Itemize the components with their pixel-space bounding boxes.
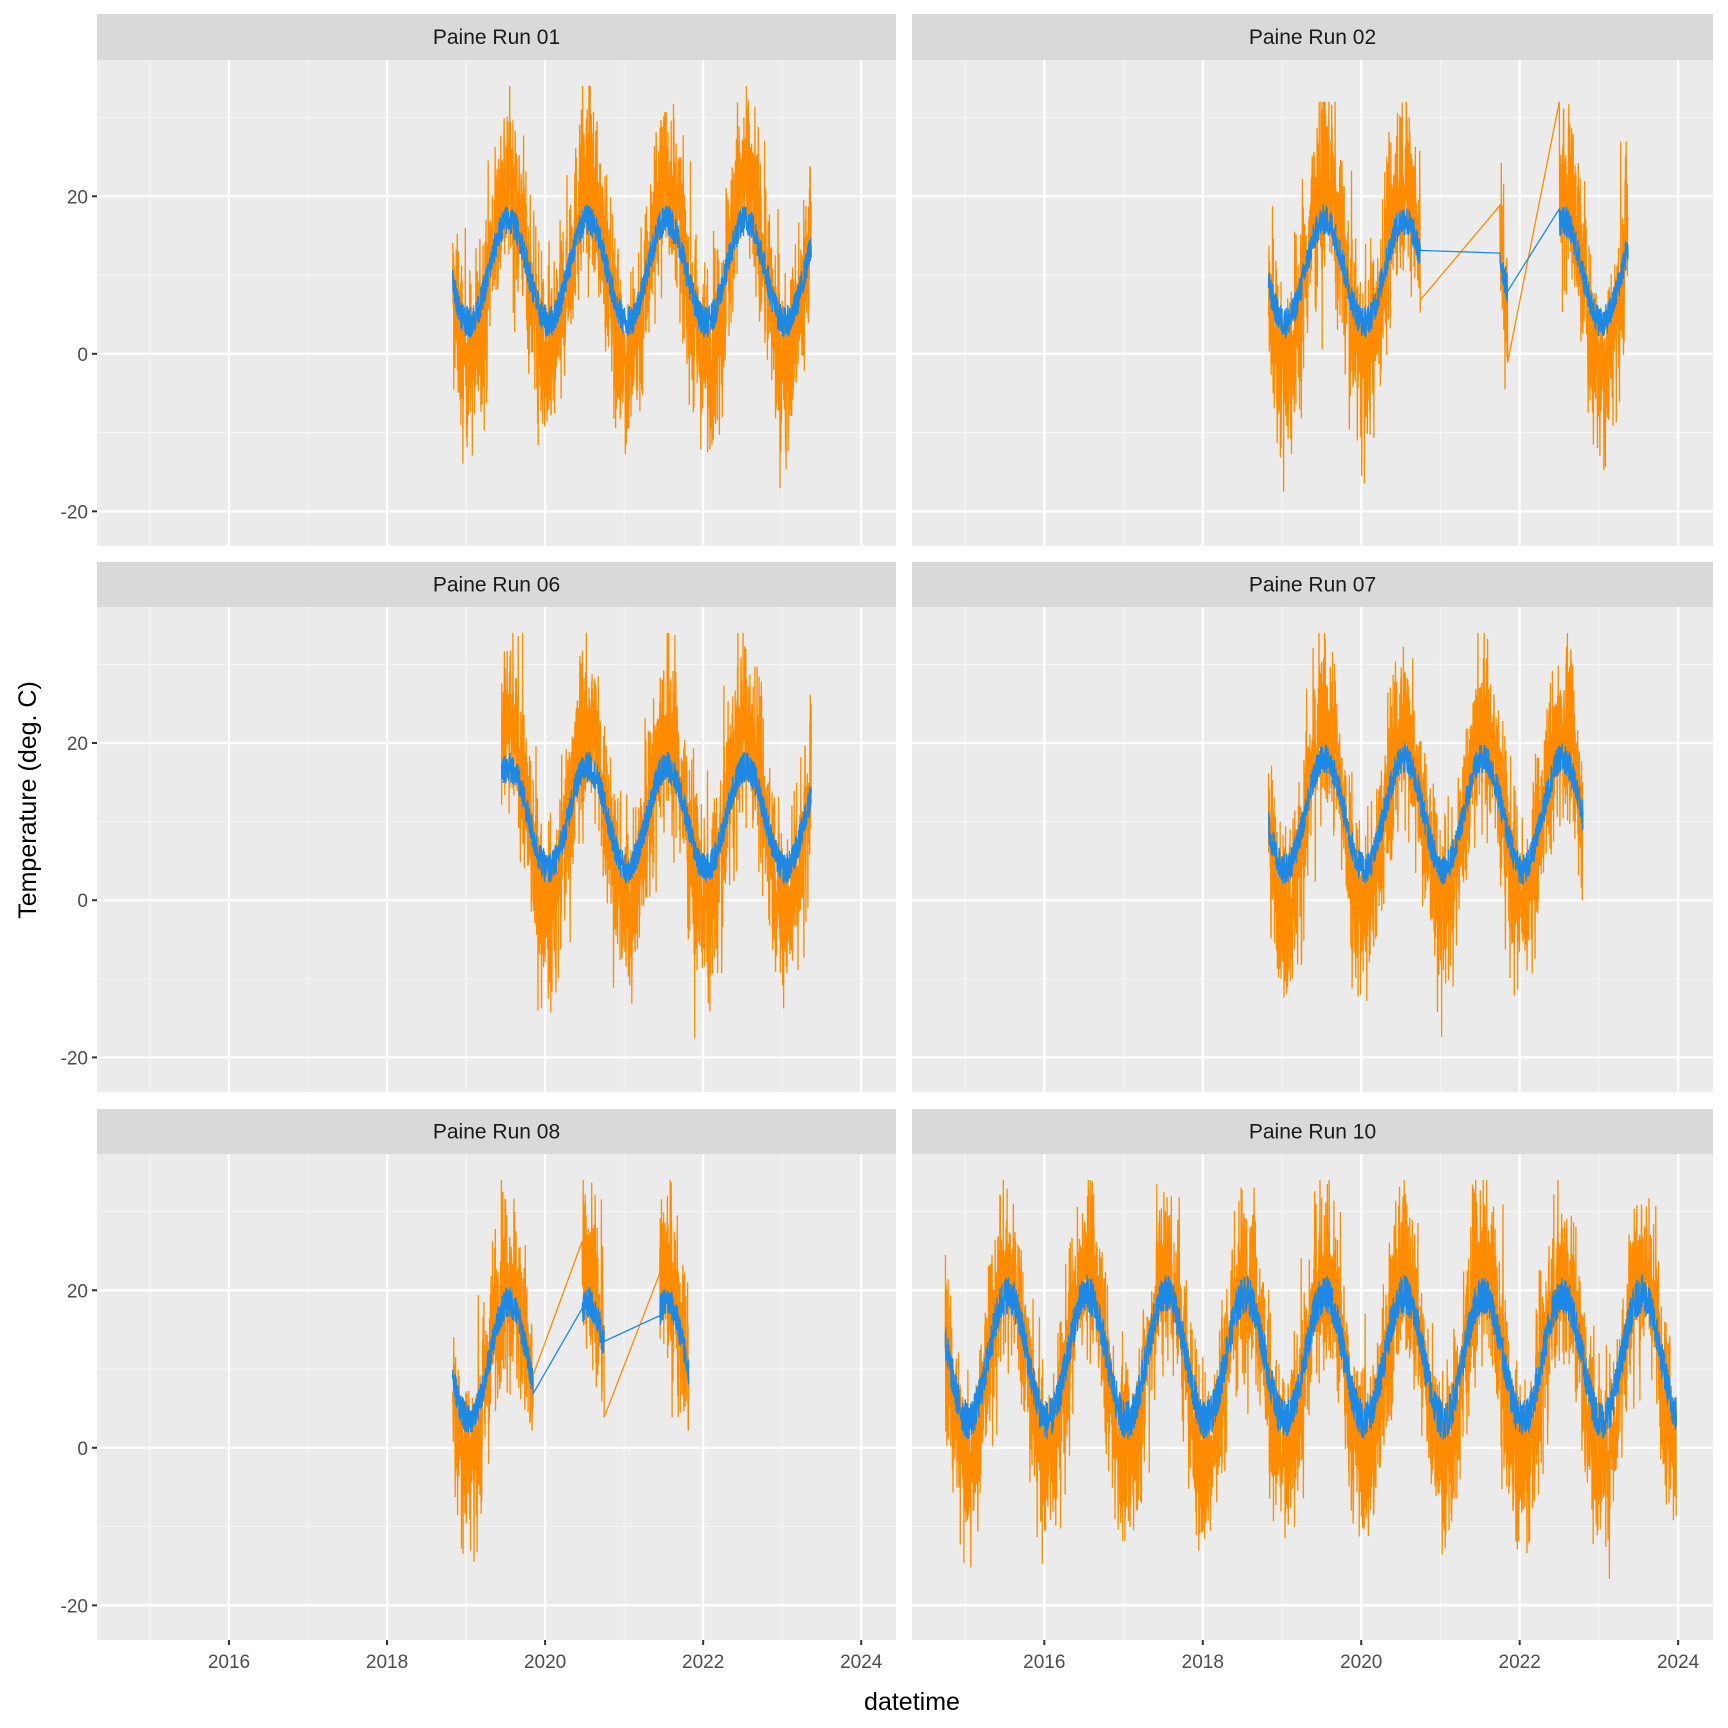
y-tick-label: 0 — [77, 891, 88, 912]
panel-background — [912, 1154, 1713, 1640]
x-tick-label: 2020 — [524, 1652, 566, 1673]
facet-strip-title: Paine Run 01 — [433, 26, 560, 49]
series-line-water-temperature — [944, 1274, 1678, 1440]
facet-strip — [912, 14, 1713, 60]
facet-panel: Paine Run 10 — [912, 1109, 1713, 1640]
facet-panel: Paine Run 06 — [97, 562, 896, 1092]
y-tick-label: 20 — [67, 187, 88, 208]
facet-strip — [97, 562, 896, 607]
series-line-air-temperature — [451, 85, 812, 489]
x-tick-label: 2022 — [682, 1652, 724, 1673]
facet-strip — [97, 14, 896, 60]
series-line-water-temperature — [451, 204, 812, 338]
facet-strip — [97, 1109, 896, 1154]
series-line-water-temperature — [500, 751, 812, 884]
x-tick-label: 2022 — [1499, 1652, 1541, 1673]
y-tick-label: 0 — [77, 345, 88, 366]
facet-strip-title: Paine Run 07 — [1249, 574, 1376, 597]
x-tick-label: 2016 — [1023, 1652, 1065, 1673]
x-tick-label: 2018 — [366, 1652, 408, 1673]
panels-layer: Paine Run 01 Paine Run 02 Paine Run 06 Pain… — [97, 14, 1713, 1640]
series-line-water-temperature — [1267, 743, 1584, 885]
x-axis-title: datetime — [864, 1688, 960, 1716]
x-tick-label: 2020 — [1340, 1652, 1382, 1673]
y-tick-label: -20 — [61, 502, 88, 523]
y-tick-label: -20 — [61, 1048, 88, 1069]
panel-background — [97, 1154, 896, 1640]
facet-strip — [912, 562, 1713, 607]
x-tick-label: 2024 — [840, 1652, 883, 1673]
panel-background — [97, 60, 896, 546]
y-tick-label: -20 — [61, 1596, 88, 1617]
facet-strip-title: Paine Run 02 — [1249, 26, 1376, 49]
series-line-water-temperature — [1267, 203, 1629, 340]
facet-strip-title: Paine Run 10 — [1249, 1121, 1376, 1144]
y-tick-label: 20 — [67, 1281, 88, 1302]
x-tick-label: 2016 — [208, 1652, 250, 1673]
series-line-air-temperature — [944, 1179, 1678, 1579]
y-axis-title: Temperature (deg. C) — [14, 681, 42, 919]
facet-panel: Paine Run 08 — [97, 1109, 896, 1640]
y-axes: -20 0 20 -20 0 20 -20 0 20 — [61, 187, 97, 1617]
y-tick-label: 20 — [67, 734, 88, 755]
facet-strip — [912, 1109, 1713, 1154]
facet-panel: Paine Run 01 — [97, 14, 896, 546]
panel-background — [912, 60, 1713, 546]
y-tick-label: 0 — [77, 1439, 88, 1460]
facet-panel: Paine Run 07 — [912, 562, 1713, 1092]
x-tick-label: 2018 — [1182, 1652, 1224, 1673]
x-axes: 2016 2018 2020 2022 2024 2016 2018 2020 2022 2024 — [208, 1640, 1700, 1673]
facet-strip-title: Paine Run 06 — [433, 574, 560, 597]
x-tick-label: 2024 — [1657, 1652, 1700, 1673]
facet-panel: Paine Run 02 — [912, 14, 1713, 546]
facet-strip-title: Paine Run 08 — [433, 1121, 560, 1144]
series-line-water-temperature — [451, 1286, 690, 1433]
